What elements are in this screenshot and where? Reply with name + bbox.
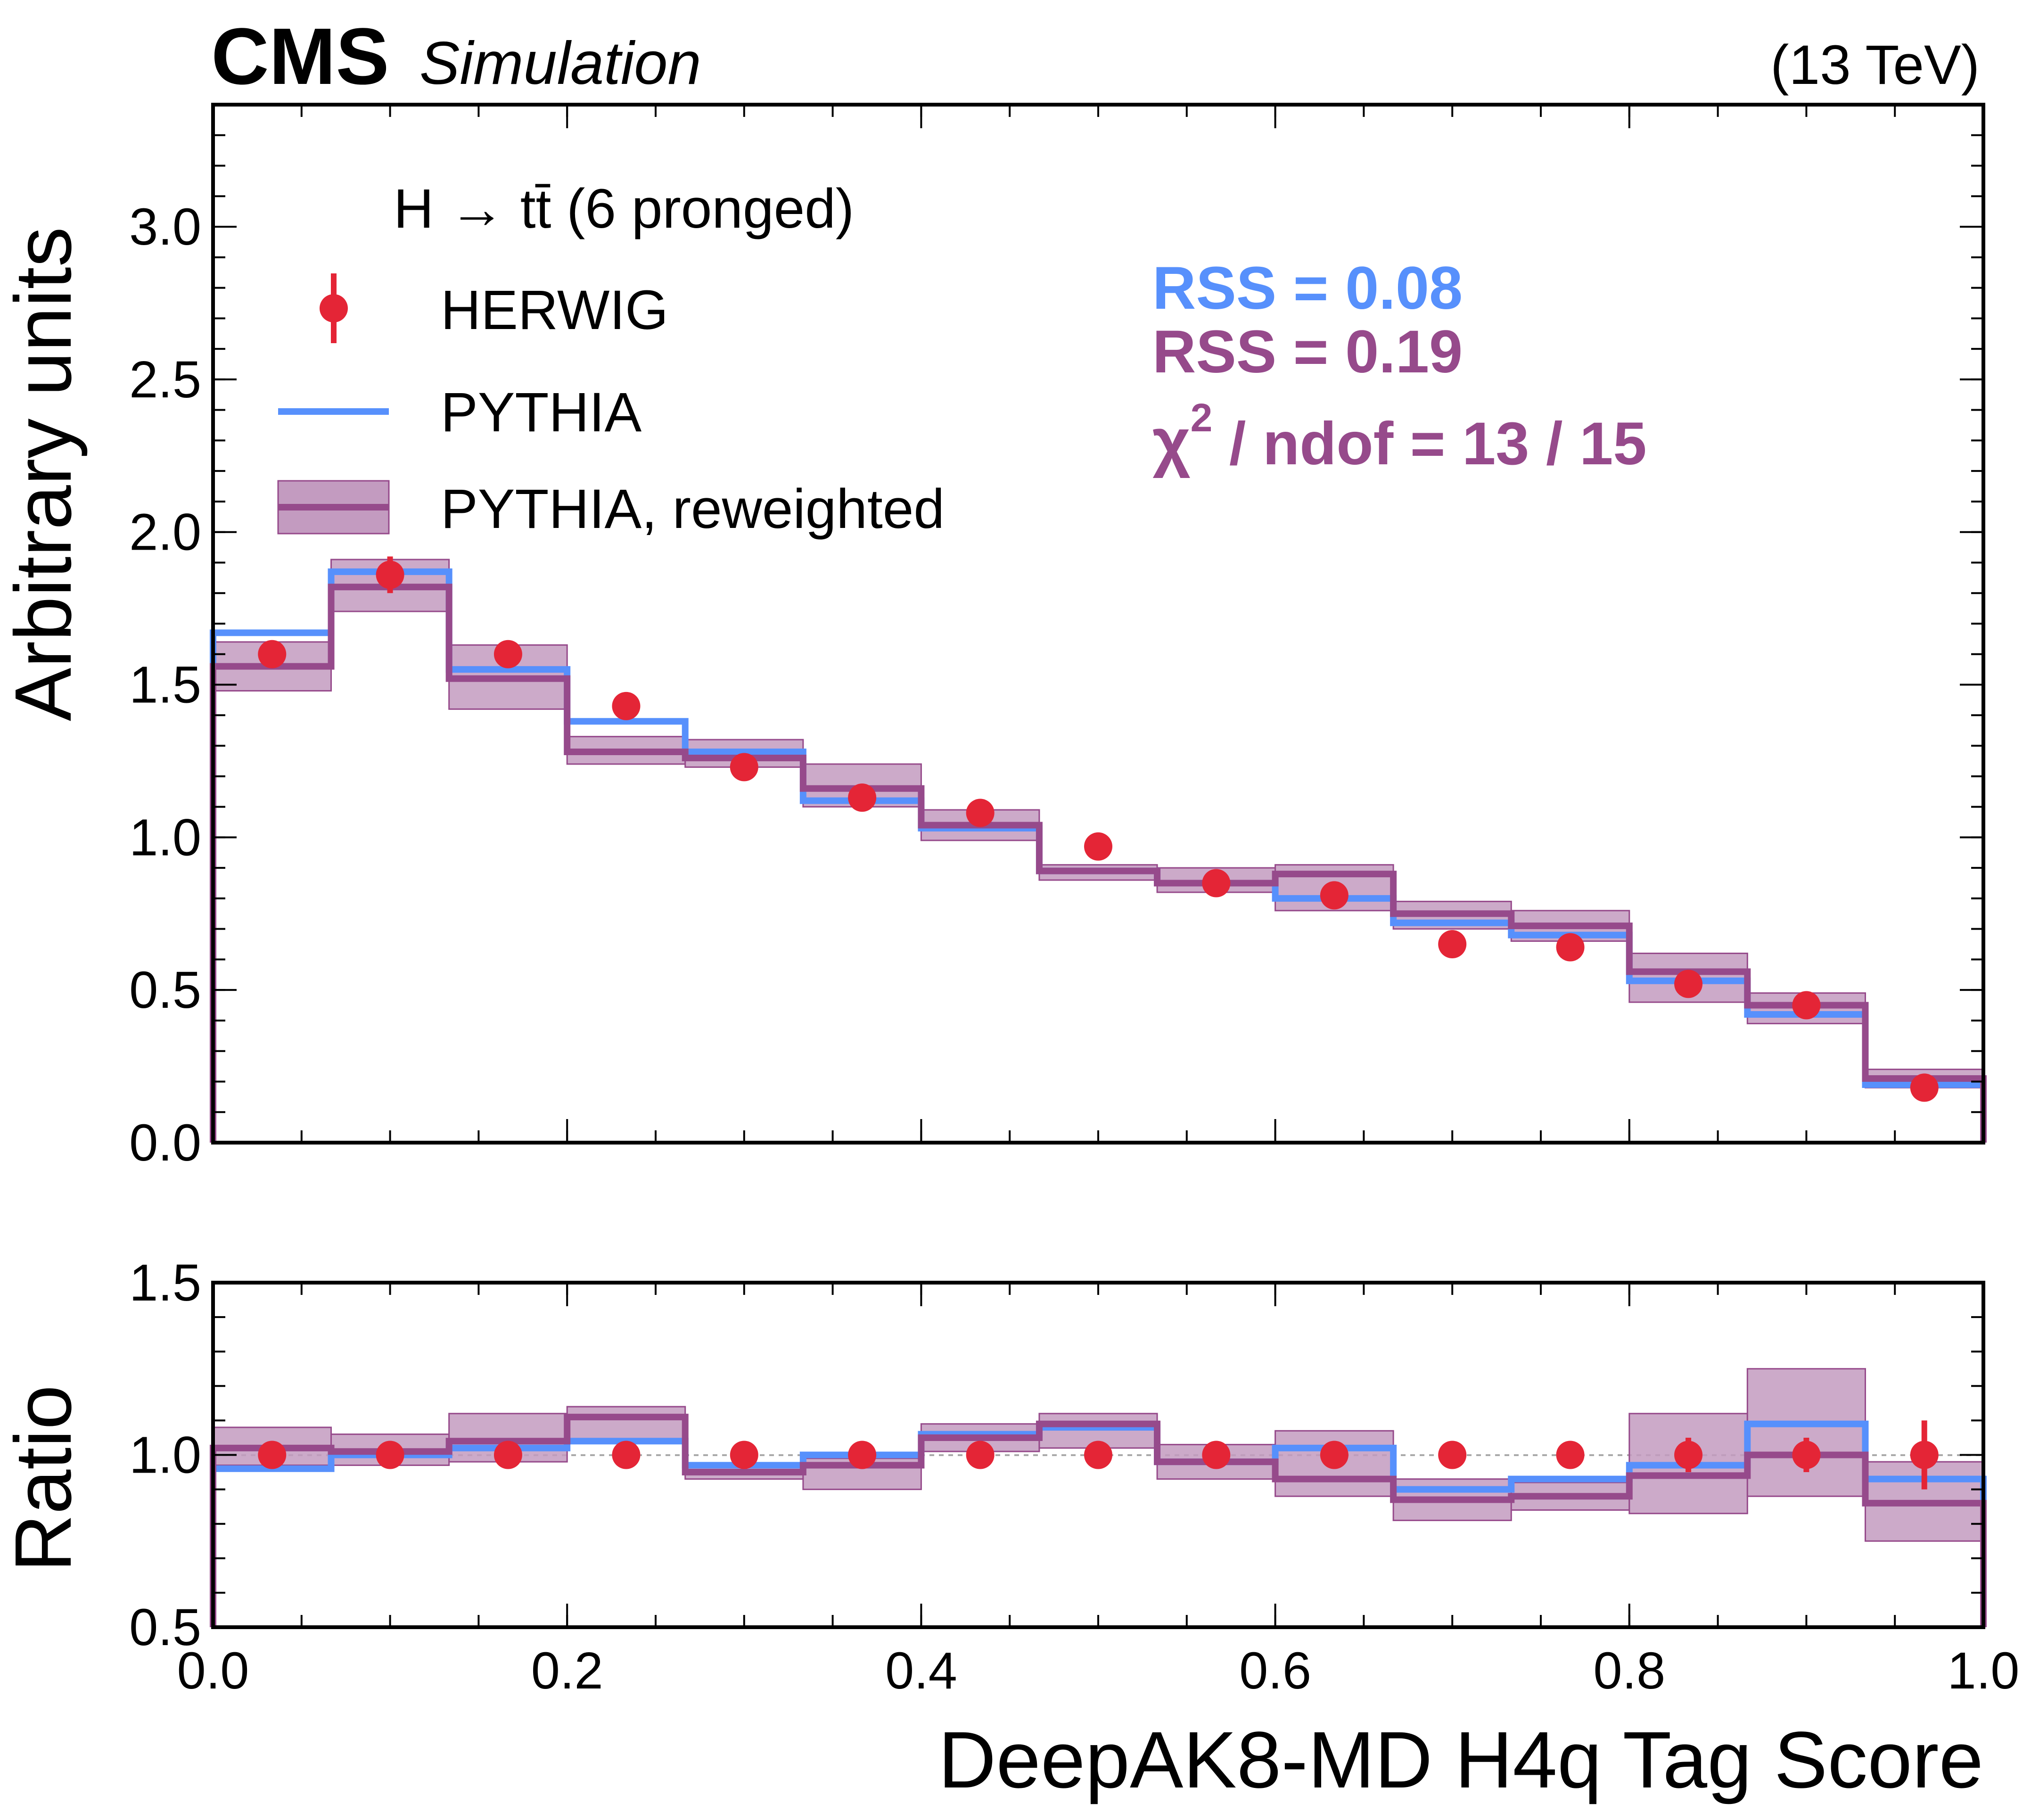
herwig-point bbox=[848, 783, 877, 812]
reweighted-step-main bbox=[210, 584, 1987, 1143]
reweighted-band-bin bbox=[1746, 1368, 1866, 1497]
herwig-point bbox=[1910, 1073, 1939, 1102]
herwig-point bbox=[1438, 930, 1467, 959]
herwig-points-main bbox=[258, 556, 1939, 1102]
herwig-point bbox=[1556, 1441, 1585, 1469]
rss-reweighted: RSS = 0.19 bbox=[1152, 318, 1463, 386]
y-tick-label: 2.0 bbox=[129, 503, 201, 561]
herwig-points-ratio bbox=[258, 1420, 1939, 1490]
herwig-point bbox=[966, 1441, 995, 1469]
herwig-point bbox=[1674, 1441, 1703, 1469]
y-tick-label: 1.5 bbox=[129, 1254, 201, 1312]
herwig-point bbox=[1320, 881, 1349, 910]
pythia-step-line bbox=[210, 1420, 1987, 1627]
herwig-point bbox=[848, 1441, 877, 1469]
herwig-point bbox=[1556, 933, 1585, 962]
chi2-ndof-value: / ndof = 13 / 15 bbox=[1212, 410, 1646, 478]
chi2-ndof: χ2 / ndof = 13 / 15 bbox=[1152, 395, 1647, 478]
main-ticks: 0.0 0.5 1.0 1.5 2.0 2.5 3.0 bbox=[129, 104, 1984, 1172]
y-tick-label: 0.0 bbox=[129, 1114, 201, 1172]
reweighted-step-line bbox=[210, 584, 1987, 1143]
herwig-point bbox=[376, 1441, 404, 1469]
energy-label: (13 TeV) bbox=[1770, 34, 1980, 96]
legend-title: H → tt̄ (6 pronged) bbox=[394, 178, 854, 240]
chi2-symbol: χ bbox=[1152, 404, 1191, 478]
herwig-point bbox=[1084, 832, 1112, 861]
x-tick-label: 0.8 bbox=[1593, 1642, 1665, 1700]
x-axis-label: DeepAK8-MD H4q Tag Score bbox=[938, 1715, 1983, 1805]
herwig-point bbox=[612, 692, 641, 720]
x-tick-label: 0.2 bbox=[531, 1642, 603, 1700]
herwig-point bbox=[493, 1441, 522, 1469]
herwig-point bbox=[258, 1441, 287, 1469]
x-tick-label: 0.6 bbox=[1239, 1642, 1311, 1700]
legend-herwig-label: HERWIG bbox=[441, 279, 668, 341]
herwig-point bbox=[1674, 970, 1703, 998]
herwig-point bbox=[1084, 1441, 1112, 1469]
y-tick-label: 0.5 bbox=[129, 961, 201, 1019]
simulation-label: Simulation bbox=[419, 30, 701, 97]
cms-label: CMS bbox=[211, 12, 389, 101]
main-frame bbox=[211, 103, 1985, 1145]
x-tick-label: 1.0 bbox=[1948, 1642, 2020, 1700]
herwig-point bbox=[730, 753, 758, 782]
y-axis-label-main: Arbitrary units bbox=[0, 227, 88, 721]
y-tick-label: 2.5 bbox=[129, 351, 201, 409]
main-panel: 0.0 0.5 1.0 1.5 2.0 2.5 3.0 bbox=[129, 103, 1987, 1172]
legend: H → tt̄ (6 pronged) HERWIG PYTHIA PYTHIA… bbox=[277, 178, 945, 540]
ratio-panel: 0.5 1.0 1.5 0.0 0.2 0.4 0.6 0.8 1.0 bbox=[129, 1254, 2019, 1700]
y-tick-label: 1.5 bbox=[129, 656, 201, 714]
herwig-point bbox=[612, 1441, 641, 1469]
herwig-point bbox=[376, 560, 404, 589]
ratio-ticks: 0.5 1.0 1.5 0.0 0.2 0.4 0.6 0.8 1.0 bbox=[129, 1254, 2019, 1700]
reweighted-step-ratio bbox=[210, 1414, 1987, 1627]
y-tick-label: 3.0 bbox=[129, 198, 201, 256]
herwig-point bbox=[730, 1441, 758, 1469]
rss-pythia: RSS = 0.08 bbox=[1152, 255, 1463, 322]
y-axis-label-ratio: Ratio bbox=[0, 1385, 88, 1572]
chi2-superscript: 2 bbox=[1191, 395, 1213, 440]
ratio-frame bbox=[211, 1281, 1985, 1629]
herwig-point bbox=[1910, 1441, 1939, 1469]
herwig-point bbox=[493, 640, 522, 668]
x-tick-label: 0.4 bbox=[885, 1642, 957, 1700]
herwig-point bbox=[1320, 1441, 1349, 1469]
y-tick-label: 1.0 bbox=[129, 1426, 201, 1484]
herwig-point bbox=[1792, 1441, 1821, 1469]
y-tick-label: 1.0 bbox=[129, 808, 201, 866]
legend-reweighted-label: PYTHIA, reweighted bbox=[441, 478, 945, 540]
reweighted-band-bin bbox=[566, 1406, 686, 1442]
pythia-step-ratio bbox=[210, 1420, 1987, 1627]
herwig-point bbox=[258, 640, 287, 668]
y-tick-label: 0.5 bbox=[129, 1598, 201, 1656]
reweighted-step-line bbox=[210, 1414, 1987, 1627]
legend-herwig-marker bbox=[320, 294, 348, 322]
legend-pythia-label: PYTHIA bbox=[441, 381, 641, 444]
herwig-point bbox=[1202, 869, 1231, 898]
x-tick-label: 0.0 bbox=[177, 1642, 249, 1700]
herwig-point bbox=[1792, 991, 1821, 1020]
herwig-point bbox=[1438, 1441, 1467, 1469]
herwig-point bbox=[966, 799, 995, 827]
herwig-point bbox=[1202, 1441, 1231, 1469]
reweighted-band-main bbox=[212, 559, 1984, 1088]
